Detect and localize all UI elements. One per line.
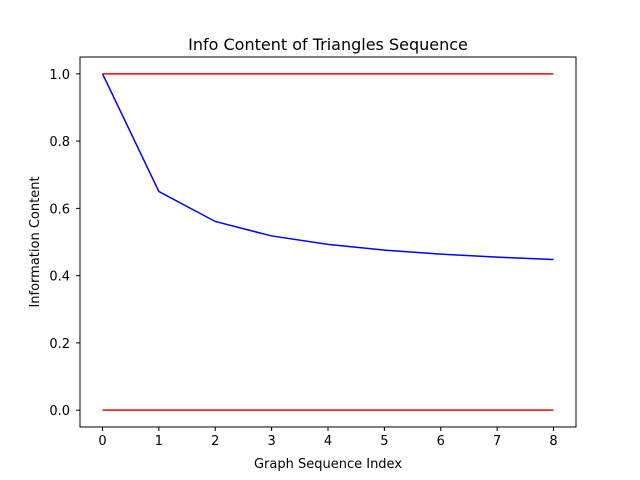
- series-line-0: [101, 73, 554, 261]
- y-tick-label: 0.0: [49, 404, 70, 419]
- x-tick-label: 1: [155, 434, 163, 449]
- x-tick-label: 6: [437, 434, 445, 449]
- y-axis-title: Information Content: [28, 176, 43, 307]
- x-tick-label: 8: [549, 434, 557, 449]
- x-tick-label: 7: [493, 434, 501, 449]
- chart-title: Info Content of Triangles Sequence: [188, 35, 468, 54]
- series-layer: [101, 73, 554, 411]
- y-tick-label: 1.0: [49, 68, 70, 83]
- y-axis: 0.0 0.2 0.4 0.6 0.8 1.0: [49, 68, 80, 419]
- x-tick-label: 5: [380, 434, 388, 449]
- y-tick-label: 0.2: [49, 337, 70, 352]
- x-axis: 0 1 2 3 4 5 6 7 8: [98, 427, 558, 449]
- x-tick-label: 2: [211, 434, 219, 449]
- x-tick-label: 4: [324, 434, 332, 449]
- x-tick-label: 0: [98, 434, 106, 449]
- x-tick-label: 3: [267, 434, 275, 449]
- y-tick-label: 0.4: [49, 270, 70, 285]
- y-tick-label: 0.8: [49, 135, 70, 150]
- x-axis-title: Graph Sequence Index: [254, 457, 402, 472]
- y-tick-label: 0.6: [49, 202, 70, 217]
